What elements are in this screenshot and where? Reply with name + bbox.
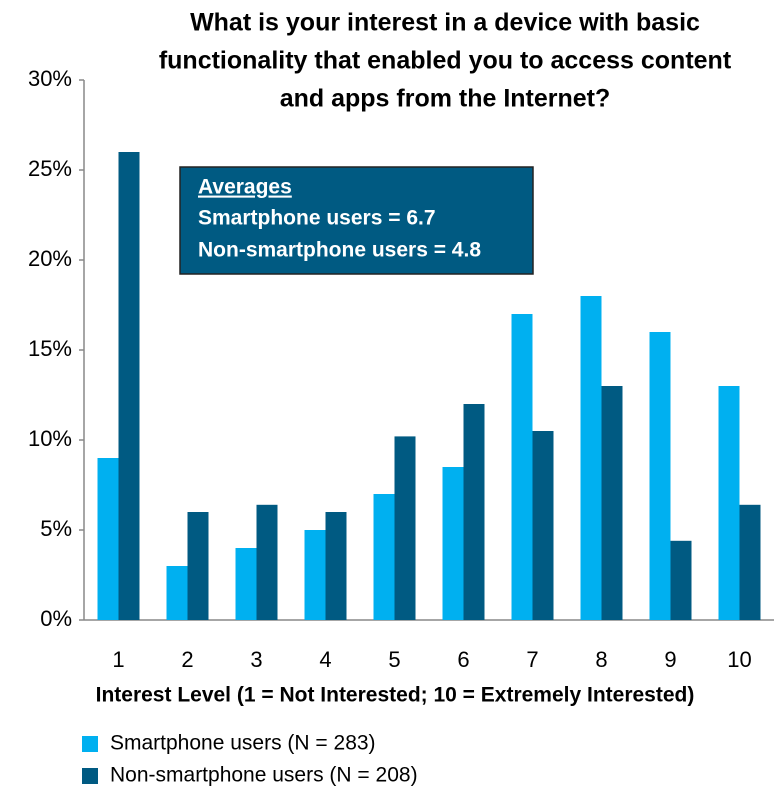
bar [325, 512, 347, 620]
x-tick-label: 2 [181, 647, 193, 672]
bar [97, 458, 119, 620]
bar [394, 436, 416, 620]
x-tick-label: 3 [250, 647, 262, 672]
y-tick-label: 15% [28, 336, 72, 361]
bar [442, 467, 464, 620]
y-tick-label: 30% [28, 66, 72, 91]
y-tick-label: 5% [40, 516, 72, 541]
bar [718, 386, 740, 620]
x-axis-label: Interest Level (1 = Not Interested; 10 =… [96, 684, 695, 707]
x-tick-label: 7 [526, 647, 538, 672]
legend-swatch [82, 768, 98, 784]
x-tick-label: 10 [727, 647, 751, 672]
y-tick-label: 10% [28, 426, 72, 451]
bar [601, 386, 623, 620]
x-tick-label: 5 [388, 647, 400, 672]
legend-label: Smartphone users (N = 283) [110, 732, 376, 755]
bar [304, 530, 326, 620]
chart-title: functionality that enabled you to access… [159, 47, 732, 75]
bar [580, 296, 602, 620]
legend-label: Non-smartphone users (N = 208) [110, 764, 418, 787]
bar [235, 548, 257, 620]
annotation-line: Smartphone users = 6.7 [198, 207, 436, 230]
annotation-heading: Averages [198, 176, 292, 199]
bar [463, 404, 485, 620]
y-tick-label: 0% [40, 606, 72, 631]
bar [373, 494, 395, 620]
y-tick-label: 20% [28, 246, 72, 271]
x-tick-label: 9 [664, 647, 676, 672]
bar [739, 504, 761, 620]
y-tick-label: 25% [28, 156, 72, 181]
annotation-line: Non-smartphone users = 4.8 [198, 239, 481, 262]
bar [649, 332, 671, 620]
bar [670, 540, 692, 620]
bar [187, 512, 209, 620]
bar [532, 431, 554, 620]
annotation-box [179, 166, 534, 275]
x-tick-label: 1 [112, 647, 124, 672]
x-tick-label: 6 [457, 647, 469, 672]
x-tick-label: 4 [319, 647, 331, 672]
legend-swatch [82, 736, 98, 752]
bar [166, 566, 188, 620]
x-tick-label: 8 [595, 647, 607, 672]
chart-title: and apps from the Internet? [280, 85, 611, 113]
bar [118, 152, 140, 620]
chart-title: What is your interest in a device with b… [190, 9, 700, 37]
bar [511, 314, 533, 620]
bar [256, 504, 278, 620]
